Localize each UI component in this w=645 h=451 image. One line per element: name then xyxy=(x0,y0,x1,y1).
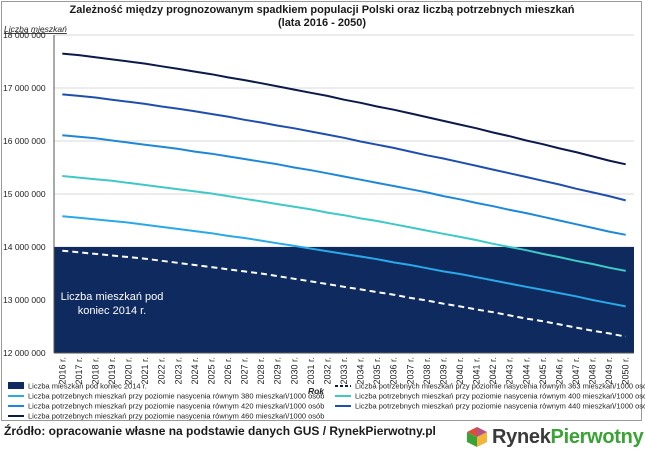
x-axis-label: Rok xyxy=(308,386,325,396)
y-tick-label: 15 000 000 xyxy=(3,189,46,199)
series-line-0 xyxy=(62,249,626,338)
x-tick-label: 2025 r. xyxy=(206,357,216,385)
x-tick-label: 2041 r. xyxy=(472,357,482,385)
legend-label: Liczba mieszkań pod koniec 2014 r. xyxy=(28,382,147,391)
y-axis-label: Liczba mieszkań xyxy=(4,24,67,34)
x-tick-label: 2048 r. xyxy=(588,357,598,385)
series-line-4 xyxy=(62,93,626,202)
x-tick-label: 2042 r. xyxy=(488,357,498,385)
legend-label: Liczba potrzebnych mieszkań przy poziomi… xyxy=(28,402,324,411)
x-tick-label: 2024 r. xyxy=(190,357,200,385)
reference-area xyxy=(54,247,634,353)
series-line-2 xyxy=(62,175,626,272)
x-tick-label: 2038 r. xyxy=(422,357,432,385)
x-tick-label: 2026 r. xyxy=(223,357,233,385)
x-tick-label: 2023 r. xyxy=(173,357,183,385)
x-tick-label: 2046 r. xyxy=(554,357,564,385)
logo-text-part1: Rynek xyxy=(492,425,551,448)
x-tick-label: 2049 r. xyxy=(604,357,614,385)
chart: Zależność między prognozowanym spadkiem … xyxy=(3,4,645,421)
x-tick-label: 2032 r. xyxy=(322,357,332,385)
x-tick-label: 2045 r. xyxy=(538,357,548,385)
legend-label: Liczba potrzebnych mieszkań przy poziomi… xyxy=(28,412,324,421)
y-tick-label: 13 000 000 xyxy=(3,295,46,305)
x-tick-label: 2036 r. xyxy=(389,357,399,385)
x-tick-label: 2037 r. xyxy=(405,357,415,385)
x-tick-label: 2019 r. xyxy=(107,357,117,385)
x-tick-label: 2047 r. xyxy=(571,357,581,385)
reference-area-label-line2: koniec 2014 r. xyxy=(78,305,147,317)
logo-cube-icon xyxy=(467,427,487,447)
x-tick-label: 2022 r. xyxy=(157,357,167,385)
y-tick-label: 17 000 000 xyxy=(3,83,46,93)
legend-label: Liczba potrzebnych mieszkań przy poziomi… xyxy=(28,392,324,401)
x-tick-label: 2034 r. xyxy=(356,357,366,385)
x-tick-label: 2027 r. xyxy=(240,357,250,385)
legend-label: Liczba potrzebnych mieszkań przy poziomi… xyxy=(355,392,645,401)
brand-logo: RynekPierwotny xyxy=(466,425,644,449)
x-tick-label: 2050 r. xyxy=(621,357,631,385)
x-tick-label: 2031 r. xyxy=(306,357,316,385)
chart-subtitle: (lata 2016 - 2050) xyxy=(278,17,366,29)
legend-swatch xyxy=(8,382,24,389)
legend-label: Liczba potrzebnych mieszkań przy poziomi… xyxy=(355,402,645,411)
x-tick-label: 2044 r. xyxy=(521,357,531,385)
x-tick-label: 2018 r. xyxy=(90,357,100,385)
y-tick-label: 14 000 000 xyxy=(3,242,46,252)
reference-area-label-line1: Liczba mieszkań pod xyxy=(61,291,164,303)
y-tick-label: 16 000 000 xyxy=(3,136,46,146)
y-tick-label: 18 000 000 xyxy=(3,30,46,40)
x-tick-label: 2016 r. xyxy=(57,357,67,385)
x-tick-label: 2029 r. xyxy=(273,357,283,385)
y-tick-label: 12 000 000 xyxy=(3,348,46,358)
x-tick-label: 2020 r. xyxy=(124,357,134,385)
x-tick-label: 2033 r. xyxy=(339,357,349,385)
x-tick-label: 2021 r. xyxy=(140,357,150,385)
x-tick-label: 2043 r. xyxy=(505,357,515,385)
x-tick-label: 2028 r. xyxy=(256,357,266,385)
series-line-5 xyxy=(62,52,626,166)
series-line-1 xyxy=(62,215,626,308)
x-tick-label: 2040 r. xyxy=(455,357,465,385)
logo-text: RynekPierwotny xyxy=(492,425,644,449)
series-line-3 xyxy=(62,134,626,236)
legend-label: Liczba potrzebnych mieszkań przy poziomi… xyxy=(355,382,645,391)
x-tick-label: 2035 r. xyxy=(372,357,382,385)
x-tick-label: 2030 r. xyxy=(289,357,299,385)
x-tick-label: 2017 r. xyxy=(74,357,84,385)
chart-frame xyxy=(1,1,642,421)
x-tick-label: 2039 r. xyxy=(438,357,448,385)
logo-text-part2: Pierwotny xyxy=(550,425,644,448)
source-note: Źródło: opracowanie własne na podstawie … xyxy=(4,424,436,438)
chart-title: Zależność między prognozowanym spadkiem … xyxy=(70,4,575,16)
